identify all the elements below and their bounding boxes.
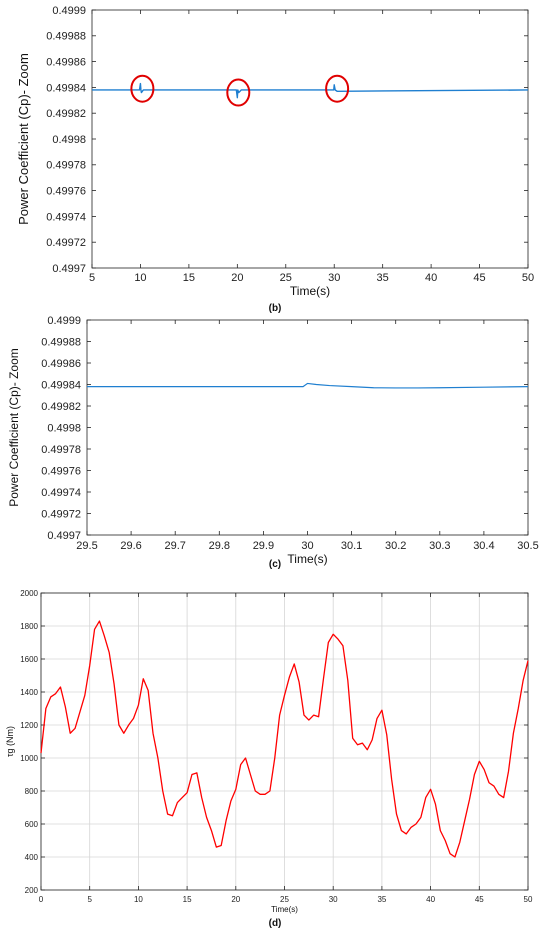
highlight-circle xyxy=(325,74,350,103)
x-tick-label: 30 xyxy=(328,272,340,284)
y-tick-label: 1400 xyxy=(20,688,38,697)
y-tick-label: 0.49978 xyxy=(41,444,81,456)
x-tick-label: 15 xyxy=(183,272,195,284)
y-tick-label: 0.4999 xyxy=(52,5,86,17)
y-axis-label: Power Coefficient (Cp)- Zoom xyxy=(7,348,21,507)
x-tick-label: 40 xyxy=(426,895,435,904)
x-tick-label: 15 xyxy=(183,895,192,904)
x-tick-label: 25 xyxy=(280,272,292,284)
y-tick-label: 1000 xyxy=(20,754,38,763)
y-tick-label: 0.49984 xyxy=(46,82,86,94)
x-tick-label: 30 xyxy=(301,540,313,552)
y-tick-label: 1800 xyxy=(20,622,38,631)
y-tick-label: 200 xyxy=(25,886,39,895)
x-tick-label: 45 xyxy=(475,895,484,904)
y-tick-label: 0.49978 xyxy=(46,160,86,172)
x-tick-label: 30.3 xyxy=(429,540,450,552)
plot-area-frame xyxy=(86,319,529,536)
x-tick-label: 10 xyxy=(134,272,146,284)
y-tick-label: 400 xyxy=(25,853,39,862)
x-tick-label: 5 xyxy=(89,272,95,284)
x-tick-label: 5 xyxy=(87,895,92,904)
x-tick-label: 30.4 xyxy=(473,540,494,552)
x-tick-label: 29.9 xyxy=(253,540,274,552)
x-tick-label: 30.5 xyxy=(517,540,538,552)
x-tick-label: 29.8 xyxy=(209,540,230,552)
chart-panel-b: 5 10 15 20 25 30 35 40 45 50 0.4997 0.49972 0.49974 0… xyxy=(0,0,550,320)
x-tick-label: 30.2 xyxy=(385,540,406,552)
x-tick-label: 20 xyxy=(231,272,243,284)
x-tick-label: 50 xyxy=(524,895,533,904)
chart-cp-zoom: 29.5 29.6 29.7 29.8 29.9 30 30.1 30.2 30.3 30.4 30… xyxy=(7,315,539,566)
highlight-circle xyxy=(226,78,251,107)
y-tick-label: 0.49972 xyxy=(46,237,86,249)
y-tick-label: 0.49974 xyxy=(41,487,81,499)
y-tick-label: 1200 xyxy=(20,721,38,730)
x-tick-label: 30.1 xyxy=(341,540,362,552)
y-tick-label: 0.4997 xyxy=(52,263,86,275)
x-tick-label: 35 xyxy=(377,272,389,284)
y-tick-label: 0.49986 xyxy=(46,56,86,68)
y-tick-label: 0.49974 xyxy=(46,211,86,223)
x-tick-label: 0 xyxy=(39,895,44,904)
x-tick-label: 50 xyxy=(522,272,534,284)
y-tick-label: 0.49984 xyxy=(41,379,81,391)
x-tick-label: 40 xyxy=(425,272,437,284)
caption-c: (c) xyxy=(268,559,282,570)
caption-b: (b) xyxy=(268,303,282,314)
y-axis-label: Power Coefficient (Cp)- Zoom xyxy=(16,53,31,225)
x-tick-label: 29.6 xyxy=(120,540,141,552)
y-tick-label: 0.4997 xyxy=(47,530,81,542)
x-tick-label: 30 xyxy=(329,895,338,904)
series-line xyxy=(92,82,529,99)
x-tick-label: 35 xyxy=(377,895,386,904)
y-tick-label: 600 xyxy=(25,820,39,829)
y-tick-label: 0.49982 xyxy=(41,401,81,413)
y-axis-label: τg (Nm) xyxy=(5,726,15,757)
y-tick-label: 1600 xyxy=(20,655,38,664)
x-tick-label: 10 xyxy=(134,895,143,904)
y-tick-label: 0.4998 xyxy=(47,422,81,434)
chart-panel-c: 29.5 29.6 29.7 29.8 29.9 30 30.1 30.2 30.3 30.4 30… xyxy=(0,310,550,580)
y-tick-label: 0.49982 xyxy=(46,108,86,120)
y-tick-label: 0.49988 xyxy=(41,336,81,348)
series-line xyxy=(87,382,529,389)
x-axis-label: Time(s) xyxy=(271,905,298,914)
series-line xyxy=(40,620,529,858)
y-tick-label: 2000 xyxy=(20,589,38,598)
chart-cp-overview: 5 10 15 20 25 30 35 40 45 50 0.4997 0.49972 0.49974 0… xyxy=(16,5,534,298)
y-tick-label: 0.4998 xyxy=(52,134,86,146)
plot-area-frame xyxy=(91,9,529,269)
y-tick-label: 0.49976 xyxy=(41,465,81,477)
x-axis-label: Time(s) xyxy=(287,552,327,566)
caption-d: (d) xyxy=(268,918,282,929)
x-tick-label: 25 xyxy=(280,895,289,904)
x-tick-label: 29.5 xyxy=(76,540,97,552)
x-tick-label: 29.7 xyxy=(164,540,185,552)
y-tick-label: 0.49972 xyxy=(41,508,81,520)
y-tick-label: 0.4999 xyxy=(47,315,81,327)
x-axis-label: Time(s) xyxy=(290,284,330,298)
x-tick-label: 45 xyxy=(473,272,485,284)
y-tick-label: 800 xyxy=(25,787,39,796)
chart-panel-d: 0 5 10 15 20 25 30 35 40 45 50 200 400 600 800 1000 1200… xyxy=(0,582,550,942)
highlight-circle xyxy=(130,74,155,103)
y-tick-label: 0.49976 xyxy=(46,185,86,197)
x-tick-label: 20 xyxy=(231,895,240,904)
y-tick-label: 0.49986 xyxy=(41,358,81,370)
y-tick-label: 0.49988 xyxy=(46,31,86,43)
chart-generator-torque: 0 5 10 15 20 25 30 35 40 45 50 200 400 600 800 1000 1200… xyxy=(5,589,533,914)
